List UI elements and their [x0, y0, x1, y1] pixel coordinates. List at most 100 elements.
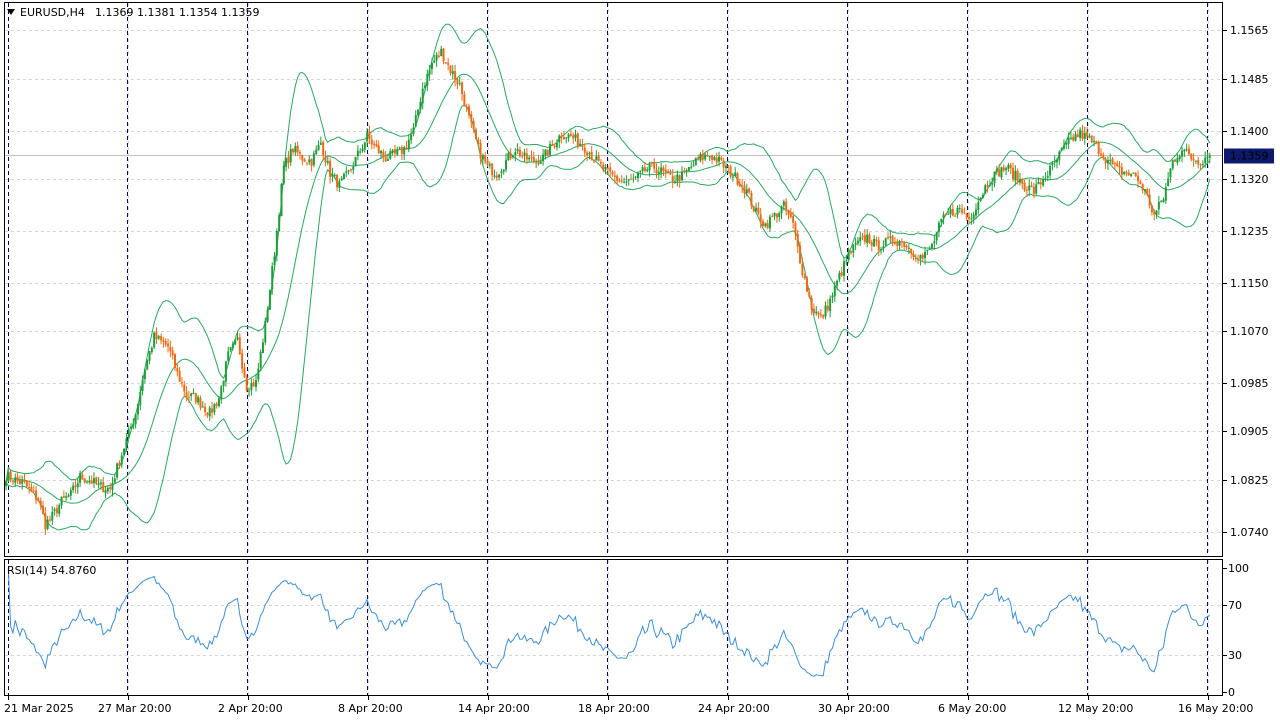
candle [1153, 209, 1156, 221]
candle [120, 452, 123, 469]
candle [502, 169, 505, 175]
candle [1095, 140, 1098, 145]
candle [465, 103, 468, 113]
candle [949, 204, 952, 219]
candle [125, 432, 128, 452]
candle [176, 362, 179, 377]
candle [697, 154, 700, 161]
price-tick-label: 1.0740 [1230, 526, 1269, 539]
candle [704, 152, 707, 162]
candle [139, 385, 142, 411]
candle [724, 163, 727, 173]
candle [437, 50, 440, 59]
candle [822, 314, 825, 320]
candle [347, 169, 350, 175]
candle [676, 170, 679, 187]
candle [1042, 175, 1045, 187]
candle [891, 234, 894, 247]
candle [956, 205, 959, 219]
candle [187, 390, 190, 404]
price-tick-label: 1.1235 [1230, 225, 1269, 238]
candle [787, 209, 790, 220]
candle [104, 486, 107, 499]
candle [30, 483, 33, 493]
candle [289, 144, 292, 166]
candle [805, 275, 808, 292]
candle [303, 157, 306, 162]
candle [1086, 126, 1089, 139]
candle [750, 190, 753, 210]
price-tick-label: 1.1485 [1230, 73, 1269, 86]
candle [771, 213, 774, 218]
candle [940, 218, 943, 228]
candle [72, 482, 75, 493]
candle [340, 175, 343, 182]
candle [1187, 144, 1190, 156]
candle [234, 339, 237, 346]
candle [863, 228, 866, 245]
candle [454, 64, 457, 87]
candle [65, 492, 68, 501]
candle [201, 401, 204, 408]
candle [505, 153, 508, 173]
candle [1106, 156, 1109, 171]
dropdown-triangle-icon[interactable] [7, 9, 15, 15]
candle [974, 203, 977, 220]
candle [206, 412, 209, 418]
candle [500, 168, 503, 179]
candle [766, 219, 769, 230]
candle [236, 330, 239, 341]
candle [375, 140, 378, 148]
candle [977, 196, 980, 215]
candle [653, 158, 656, 173]
candle [271, 262, 274, 295]
candle [296, 141, 299, 157]
candle [602, 162, 605, 173]
rsi-tick-label: 30 [1228, 649, 1242, 662]
candle [546, 149, 549, 157]
candle [116, 462, 119, 480]
candle [539, 156, 542, 165]
candle [516, 143, 519, 155]
candle [778, 211, 781, 222]
candle [118, 460, 121, 469]
candle [1199, 163, 1202, 171]
candle [931, 242, 933, 251]
candle [620, 175, 623, 184]
candle [282, 161, 285, 185]
candle [111, 476, 114, 497]
candle [1150, 204, 1153, 216]
candle [762, 218, 765, 228]
candle [993, 171, 996, 188]
candle [1167, 171, 1170, 187]
candle [481, 153, 484, 165]
candle [352, 161, 355, 175]
candle [532, 151, 535, 164]
candle [81, 472, 84, 480]
rsi-tick-label: 70 [1228, 599, 1242, 612]
candle [893, 237, 896, 246]
candle [1014, 165, 1017, 186]
candle [757, 202, 760, 215]
candle [136, 403, 139, 420]
candle [315, 145, 318, 155]
price-tick-label: 1.1400 [1230, 125, 1269, 138]
candle [463, 91, 466, 107]
rsi-header: RSI(14) 54.8760 [7, 564, 96, 577]
candle [498, 174, 501, 181]
candle [1169, 167, 1172, 183]
candle [90, 475, 93, 484]
candle [914, 254, 917, 263]
candle [479, 139, 482, 165]
candle [373, 140, 376, 149]
candle [824, 301, 827, 320]
candle [507, 151, 510, 161]
rsi-line [7, 567, 1211, 677]
candle [1060, 147, 1063, 151]
candle [275, 228, 278, 262]
candle [74, 479, 77, 494]
candle [1201, 160, 1204, 168]
candle [58, 503, 61, 517]
candle [817, 311, 820, 319]
